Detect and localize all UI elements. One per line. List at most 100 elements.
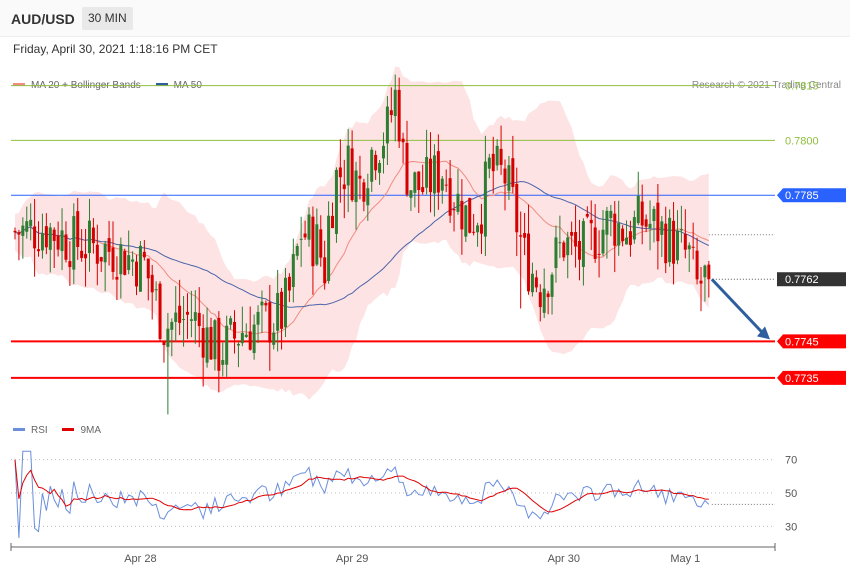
header-bar: AUD/USD 30 MIN bbox=[0, 0, 850, 37]
candle-body bbox=[421, 187, 425, 193]
level-label-0.7800: 0.7800 bbox=[785, 135, 819, 147]
candle-body bbox=[240, 332, 244, 344]
candle-body bbox=[248, 331, 252, 350]
candle-body bbox=[550, 274, 554, 297]
timeframe-badge[interactable]: 30 MIN bbox=[82, 7, 133, 30]
candle-body bbox=[464, 205, 468, 237]
candle-body bbox=[440, 178, 444, 191]
candle-body bbox=[236, 343, 240, 346]
candle-body bbox=[119, 244, 123, 275]
candle-body bbox=[409, 190, 413, 198]
candle-body bbox=[33, 226, 37, 249]
candle-body bbox=[562, 242, 566, 258]
candle-body bbox=[648, 223, 652, 228]
candle-body bbox=[68, 261, 72, 268]
candle-body bbox=[593, 227, 597, 259]
candle-body bbox=[358, 175, 362, 179]
candle-body bbox=[323, 257, 327, 284]
candle-body bbox=[295, 245, 299, 256]
candle-body bbox=[331, 215, 335, 229]
candle-body bbox=[185, 311, 189, 315]
ma50-line bbox=[14, 180, 710, 308]
candle-body bbox=[519, 235, 523, 237]
candle-body bbox=[287, 276, 291, 291]
candle-body bbox=[527, 233, 531, 292]
candle-body bbox=[628, 231, 632, 245]
candle-body bbox=[48, 227, 52, 250]
candle-body bbox=[205, 327, 209, 363]
candle-body bbox=[523, 233, 527, 238]
candle-body bbox=[276, 293, 280, 331]
candle-body bbox=[342, 184, 346, 190]
candle-body bbox=[687, 245, 691, 250]
candle-body bbox=[366, 188, 370, 206]
candle-body bbox=[468, 198, 472, 233]
candle-body bbox=[80, 250, 84, 258]
candle-body bbox=[280, 291, 284, 329]
candle-body bbox=[660, 221, 664, 235]
level-tag-0.7785 bbox=[777, 188, 846, 203]
candle-body bbox=[91, 227, 95, 244]
candle-body bbox=[601, 229, 605, 254]
projection-arrow-head bbox=[757, 326, 770, 340]
candle-body bbox=[656, 202, 660, 242]
candle-body bbox=[636, 195, 640, 224]
candle-body bbox=[691, 246, 695, 248]
candle-body bbox=[401, 138, 405, 143]
candle-body bbox=[256, 311, 260, 325]
candle-body bbox=[354, 170, 358, 203]
candle-body bbox=[21, 225, 25, 236]
candle-body bbox=[699, 280, 703, 284]
candle-body bbox=[17, 232, 21, 235]
candle-body bbox=[385, 106, 389, 144]
legend-rsi: RSI bbox=[13, 425, 48, 436]
ma9-swatch bbox=[62, 427, 75, 431]
bollinger-band bbox=[15, 66, 709, 400]
candle-body bbox=[174, 312, 178, 322]
candle-body bbox=[268, 302, 272, 343]
candle-body bbox=[625, 237, 629, 245]
level-label-0.7785: 0.7785 bbox=[785, 190, 819, 202]
candle-body bbox=[170, 321, 174, 330]
candle-body bbox=[56, 235, 60, 250]
ma9-legend-label: 9MA bbox=[80, 425, 102, 436]
candle-body bbox=[425, 156, 429, 188]
candle-body bbox=[193, 312, 197, 321]
candle-body bbox=[103, 243, 107, 263]
candle-body bbox=[581, 221, 585, 267]
candle-body bbox=[127, 255, 131, 271]
candle-body bbox=[574, 232, 578, 247]
candle-body bbox=[530, 273, 534, 293]
candle-body bbox=[472, 231, 476, 233]
level-tag-0.7735 bbox=[777, 370, 846, 385]
candle-body bbox=[13, 230, 17, 233]
candle-body bbox=[334, 169, 338, 234]
candle-body bbox=[87, 220, 91, 254]
level-label-0.7735: 0.7735 bbox=[785, 373, 819, 385]
candle-body bbox=[150, 274, 154, 293]
ma20-swatch bbox=[13, 82, 25, 86]
chart-datetime: Friday, April 30, 2021 1:18:16 PM CET bbox=[13, 42, 218, 56]
candle-body bbox=[577, 241, 581, 260]
candle-body bbox=[640, 201, 644, 226]
candle-body bbox=[570, 231, 574, 236]
candle-body bbox=[291, 254, 295, 287]
candle-body bbox=[609, 210, 613, 219]
candle-body bbox=[683, 233, 687, 250]
candle-body bbox=[589, 219, 593, 224]
candle-body bbox=[644, 219, 648, 227]
candle-body bbox=[429, 158, 433, 193]
candle-body bbox=[448, 178, 452, 216]
candle-body bbox=[99, 257, 103, 262]
candle-body bbox=[111, 247, 115, 272]
candle-body bbox=[315, 224, 319, 265]
candle-body bbox=[189, 319, 193, 321]
candle-body bbox=[417, 171, 421, 190]
candle-body bbox=[487, 157, 491, 169]
candle-body bbox=[483, 161, 487, 237]
candle-body bbox=[675, 230, 679, 261]
candle-body bbox=[115, 276, 119, 280]
candle-body bbox=[213, 320, 217, 360]
candle-body bbox=[695, 250, 699, 280]
